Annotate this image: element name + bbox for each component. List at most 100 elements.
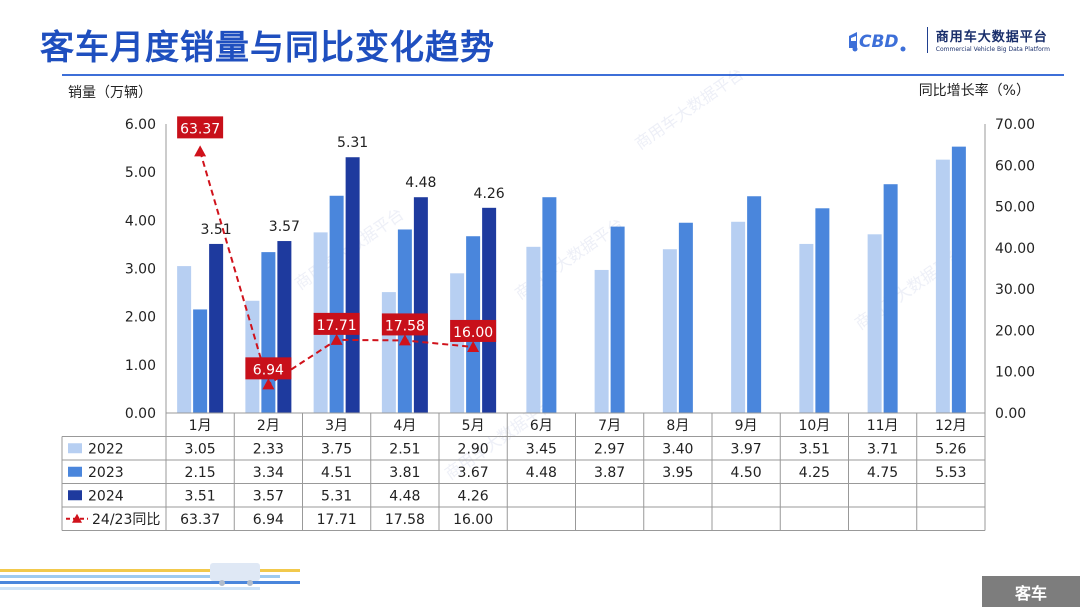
bar-2023 bbox=[193, 309, 208, 413]
x-axis-tick: 9月 bbox=[735, 418, 758, 434]
table-cell: 3.51 bbox=[185, 488, 216, 504]
bar-2024 bbox=[209, 243, 224, 413]
bar-2022 bbox=[731, 221, 746, 413]
table-cell: 6.94 bbox=[253, 512, 284, 528]
right-axis-tick: 30.00 bbox=[995, 282, 1035, 298]
yoy-label-box bbox=[177, 116, 224, 139]
left-axis-tick: 6.00 bbox=[125, 117, 156, 133]
table-cell: 3.81 bbox=[389, 465, 420, 481]
table-cell: 2.33 bbox=[253, 441, 284, 457]
bar-2023 bbox=[883, 184, 898, 413]
table-cell: 3.45 bbox=[526, 441, 557, 457]
brand-subtitle: Commercial Vehicle Big Data Platform bbox=[935, 46, 1050, 53]
bar-2024 bbox=[413, 197, 428, 413]
x-axis-tick: 3月 bbox=[325, 418, 348, 434]
bar-2023 bbox=[747, 196, 762, 413]
bar-2022 bbox=[245, 300, 260, 413]
yoy-data-label: 63.37 bbox=[180, 121, 220, 137]
left-axis-tick: 1.00 bbox=[125, 358, 156, 374]
yoy-data-label: 16.00 bbox=[453, 325, 493, 341]
page-title: 客车月度销量与同比变化趋势 bbox=[40, 28, 495, 68]
table-cell: 4.50 bbox=[731, 465, 762, 481]
x-axis-tick: 7月 bbox=[598, 418, 621, 434]
data-table: 1月 2月 3月 4月 5月 6月 7月 8月 9月 10月 11月 12月 2022 3.05 2.33 3… bbox=[61, 412, 986, 531]
table-cell: 2.51 bbox=[389, 441, 420, 457]
legend-swatch-2022 bbox=[68, 443, 82, 454]
table-cell: 5.31 bbox=[321, 488, 352, 504]
legend-swatch-2024 bbox=[68, 490, 82, 501]
legend-swatch-2023 bbox=[68, 466, 82, 477]
bar-data-label: 4.48 bbox=[405, 175, 436, 191]
right-axis-tick: 60.00 bbox=[995, 158, 1035, 174]
yoy-label-box bbox=[245, 357, 292, 380]
bar-data-label: 4.26 bbox=[474, 186, 505, 202]
yoy-label-box bbox=[313, 312, 360, 335]
bar-2022 bbox=[177, 266, 192, 413]
bar-2024 bbox=[482, 207, 497, 413]
x-axis-tick: 4月 bbox=[393, 418, 416, 434]
right-axis-tick: 50.00 bbox=[995, 200, 1035, 216]
table-cell: 5.53 bbox=[935, 465, 966, 481]
table-cell: 17.58 bbox=[385, 512, 425, 528]
table-cell: 3.57 bbox=[253, 488, 284, 504]
table-cell: 3.05 bbox=[185, 441, 216, 457]
brand-name: 商用车大数据平台 bbox=[935, 30, 1048, 45]
right-axis-tick: 70.00 bbox=[995, 117, 1035, 133]
table-cell: 16.00 bbox=[453, 512, 493, 528]
footer-category-tag: 客车 bbox=[982, 576, 1080, 607]
table-cell: 3.87 bbox=[594, 465, 625, 481]
legend-label: 2022 bbox=[88, 441, 124, 457]
bar-2023 bbox=[610, 226, 625, 413]
x-axis-tick: 1月 bbox=[189, 418, 212, 434]
table-cell: 3.34 bbox=[253, 465, 284, 481]
bar-2022 bbox=[935, 159, 950, 413]
left-axis-tick: 3.00 bbox=[125, 262, 156, 278]
bar-2023 bbox=[542, 197, 557, 413]
bar-2023 bbox=[678, 222, 693, 413]
right-axis-tick: 40.00 bbox=[995, 241, 1035, 257]
table-cell: 3.95 bbox=[662, 465, 693, 481]
left-axis-tick: 5.00 bbox=[125, 165, 156, 181]
right-axis-tick: 10.00 bbox=[995, 365, 1035, 381]
table-cell: 17.71 bbox=[317, 512, 357, 528]
table-cell: 2.15 bbox=[185, 465, 216, 481]
bar-2023 bbox=[815, 208, 830, 413]
bar-2022 bbox=[594, 269, 609, 413]
left-axis-tick: 4.00 bbox=[125, 213, 156, 229]
bar-2024 bbox=[345, 157, 360, 413]
yoy-label-box bbox=[381, 313, 428, 336]
table-cell: 2.90 bbox=[458, 441, 489, 457]
x-axis-tick: 11月 bbox=[867, 418, 899, 434]
legend-label: 24/23同比 bbox=[92, 512, 160, 528]
table-cell: 3.75 bbox=[321, 441, 352, 457]
x-axis-tick: 6月 bbox=[530, 418, 553, 434]
bar-2023 bbox=[951, 146, 966, 413]
x-axis-tick: 12月 bbox=[935, 418, 967, 434]
table-cell: 4.48 bbox=[389, 488, 420, 504]
table-cell: 4.26 bbox=[458, 488, 489, 504]
bar-2022 bbox=[526, 246, 541, 413]
bar-data-label: 5.31 bbox=[337, 135, 368, 151]
bar-data-label: 3.51 bbox=[201, 222, 232, 238]
table-cell: 2.97 bbox=[594, 441, 625, 457]
yoy-data-label: 17.58 bbox=[385, 318, 425, 334]
watermark-text: 商用车大数据平台 bbox=[631, 64, 747, 153]
bar-2022 bbox=[450, 273, 465, 413]
x-axis-tick: 8月 bbox=[666, 418, 689, 434]
brand-logo-lettering: CBD bbox=[859, 32, 899, 52]
table-cell: 3.40 bbox=[662, 441, 693, 457]
table-cell: 5.26 bbox=[935, 441, 966, 457]
right-axis-tick: 20.00 bbox=[995, 323, 1035, 339]
footer-decoration bbox=[0, 563, 300, 590]
bar-2022 bbox=[799, 243, 814, 413]
yoy-label-box bbox=[450, 319, 497, 342]
table-cell: 3.71 bbox=[867, 441, 898, 457]
table-cell: 4.48 bbox=[526, 465, 557, 481]
table-cell: 3.97 bbox=[731, 441, 762, 457]
truck-logo-icon: CBD bbox=[847, 28, 919, 52]
table-cell: 4.25 bbox=[799, 465, 830, 481]
brand-separator bbox=[926, 26, 928, 53]
table-cell: 4.75 bbox=[867, 465, 898, 481]
table-cell: 4.51 bbox=[321, 465, 352, 481]
sales-combo-chart: 商用车大数据平台商用车大数据平台商用车大数据平台商用车大数据平台商用车大数据平台… bbox=[61, 64, 1035, 531]
